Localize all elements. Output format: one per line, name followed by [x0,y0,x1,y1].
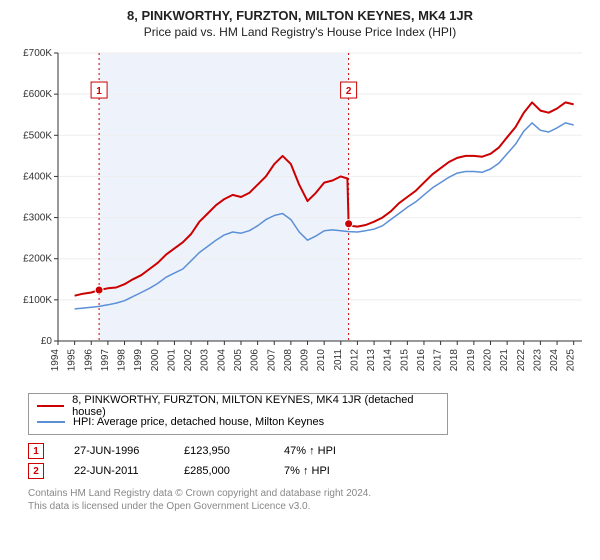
svg-text:2015: 2015 [399,349,410,372]
svg-text:2022: 2022 [516,349,527,372]
legend-box: 8, PINKWORTHY, FURZTON, MILTON KEYNES, M… [28,393,448,435]
svg-text:2024: 2024 [549,349,560,372]
svg-text:1998: 1998 [117,349,128,372]
legend-swatch [37,421,65,423]
svg-text:1999: 1999 [133,349,144,372]
chart-area: 1 2 £0 £100K £200K £300K £400K £500K £600K £700K 1… [10,45,590,385]
footer-text: Contains HM Land Registry data © Crown c… [28,487,590,513]
svg-text:2021: 2021 [499,349,510,372]
transaction-marker: 2 [28,463,44,479]
svg-text:2023: 2023 [532,349,543,372]
svg-text:2018: 2018 [449,349,460,372]
transaction-price: £285,000 [184,465,254,477]
legend-label: HPI: Average price, detached house, Milt… [73,416,324,428]
svg-text:2004: 2004 [216,349,227,372]
svg-text:2014: 2014 [383,349,394,372]
svg-text:£200K: £200K [23,254,52,265]
footer-line-1: Contains HM Land Registry data © Crown c… [28,487,590,500]
transaction-price: £123,950 [184,445,254,457]
legend-item: 8, PINKWORTHY, FURZTON, MILTON KEYNES, M… [37,398,439,414]
transaction-list: 1 27-JUN-1996 £123,950 47% ↑ HPI 2 22-JU… [28,441,590,481]
svg-text:2005: 2005 [233,349,244,372]
svg-text:2016: 2016 [416,349,427,372]
svg-text:2025: 2025 [566,349,577,372]
legend-swatch [37,405,64,407]
title-block: 8, PINKWORTHY, FURZTON, MILTON KEYNES, M… [10,8,590,39]
transaction-delta: 7% ↑ HPI [284,465,364,477]
footer-line-2: This data is licensed under the Open Gov… [28,500,590,513]
svg-text:2020: 2020 [483,349,494,372]
svg-text:2: 2 [346,86,352,97]
transaction-row: 2 22-JUN-2011 £285,000 7% ↑ HPI [28,461,590,481]
legend-label: 8, PINKWORTHY, FURZTON, MILTON KEYNES, M… [72,394,439,418]
svg-text:2019: 2019 [466,349,477,372]
svg-text:2006: 2006 [250,349,261,372]
transaction-delta: 47% ↑ HPI [284,445,364,457]
svg-text:£400K: £400K [23,171,52,182]
chart-svg: 1 2 £0 £100K £200K £300K £400K £500K £600K £700K 1… [10,45,590,385]
title-line-2: Price paid vs. HM Land Registry's House … [10,25,590,39]
svg-text:2010: 2010 [316,349,327,372]
transaction-date: 27-JUN-1996 [74,445,154,457]
transaction-marker: 1 [28,443,44,459]
svg-text:£500K: £500K [23,130,52,141]
svg-text:2013: 2013 [366,349,377,372]
chart-container: 8, PINKWORTHY, FURZTON, MILTON KEYNES, M… [0,0,600,560]
svg-text:£100K: £100K [23,295,52,306]
svg-text:2000: 2000 [150,349,161,372]
svg-text:1: 1 [96,86,102,97]
svg-text:1996: 1996 [83,349,94,372]
svg-text:2009: 2009 [300,349,311,372]
transaction-date: 22-JUN-2011 [74,465,154,477]
svg-text:£300K: £300K [23,213,52,224]
svg-text:£700K: £700K [23,48,52,59]
transaction-row: 1 27-JUN-1996 £123,950 47% ↑ HPI [28,441,590,461]
svg-text:2008: 2008 [283,349,294,372]
svg-text:1997: 1997 [100,349,111,372]
svg-text:1995: 1995 [67,349,78,372]
svg-text:2002: 2002 [183,349,194,372]
svg-text:2012: 2012 [349,349,360,372]
svg-text:2003: 2003 [200,349,211,372]
svg-text:1994: 1994 [50,349,61,372]
title-line-1: 8, PINKWORTHY, FURZTON, MILTON KEYNES, M… [10,8,590,23]
svg-text:2017: 2017 [433,349,444,372]
svg-text:£0: £0 [41,336,53,347]
svg-text:2001: 2001 [166,349,177,372]
svg-text:£600K: £600K [23,89,52,100]
svg-text:2011: 2011 [333,349,344,371]
svg-text:2007: 2007 [266,349,277,372]
